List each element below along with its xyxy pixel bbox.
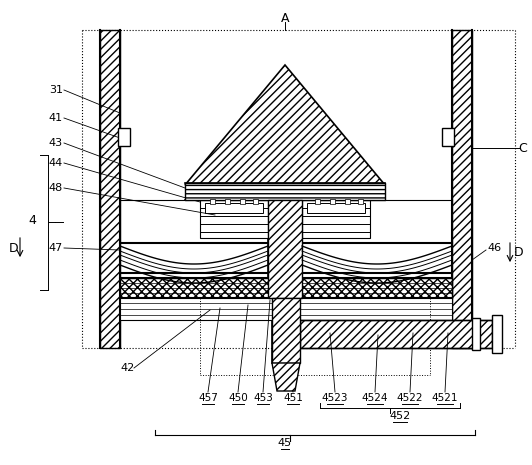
Bar: [302, 200, 370, 238]
Bar: [472, 318, 480, 350]
Bar: [315, 199, 320, 204]
Text: 450: 450: [228, 393, 248, 403]
Bar: [345, 199, 350, 204]
Bar: [118, 128, 130, 146]
Bar: [200, 200, 268, 238]
Text: 44: 44: [49, 158, 63, 168]
Bar: [225, 199, 230, 204]
Bar: [210, 199, 215, 204]
Polygon shape: [185, 65, 385, 185]
Text: 48: 48: [49, 183, 63, 193]
Text: 4521: 4521: [432, 393, 458, 403]
Bar: [253, 199, 258, 204]
Text: 451: 451: [283, 393, 303, 403]
Text: 42: 42: [120, 363, 134, 373]
Text: 41: 41: [49, 113, 63, 123]
Text: C: C: [519, 141, 527, 154]
Text: 43: 43: [49, 138, 63, 148]
Bar: [268, 200, 302, 298]
Text: 4523: 4523: [322, 393, 348, 403]
Text: A: A: [281, 12, 289, 25]
Bar: [307, 203, 365, 213]
Bar: [120, 278, 452, 298]
Bar: [452, 30, 472, 348]
Text: D: D: [514, 246, 524, 259]
Bar: [272, 298, 300, 363]
Bar: [442, 128, 454, 146]
Text: 457: 457: [198, 393, 218, 403]
Text: D: D: [9, 241, 19, 254]
Bar: [100, 30, 120, 348]
Text: 4: 4: [28, 213, 36, 226]
Bar: [120, 298, 452, 320]
Bar: [205, 203, 263, 213]
Bar: [185, 183, 385, 200]
Text: 452: 452: [389, 411, 411, 421]
Text: 31: 31: [49, 85, 63, 95]
Text: 45: 45: [278, 438, 292, 448]
Text: 46: 46: [487, 243, 501, 253]
Text: 453: 453: [253, 393, 273, 403]
Text: 47: 47: [49, 243, 63, 253]
Bar: [300, 320, 492, 348]
Polygon shape: [272, 363, 300, 391]
Bar: [330, 199, 335, 204]
Bar: [492, 315, 502, 353]
Bar: [358, 199, 363, 204]
Text: 4524: 4524: [362, 393, 388, 403]
Bar: [240, 199, 245, 204]
Text: 4522: 4522: [397, 393, 423, 403]
